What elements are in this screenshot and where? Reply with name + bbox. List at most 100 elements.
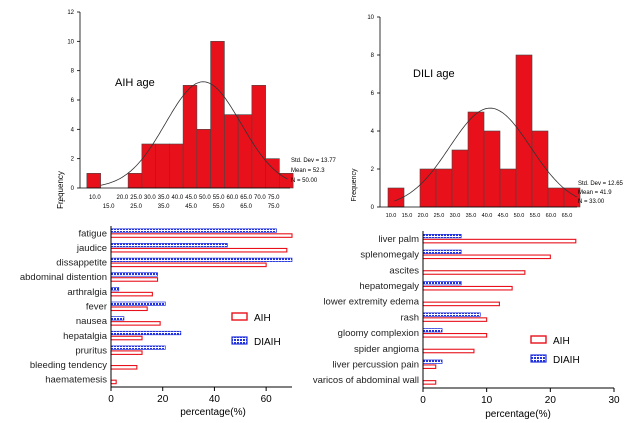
x-tick-label: 50.0 xyxy=(199,195,211,201)
x-tick-label: 40 xyxy=(209,394,221,405)
histogram-bar xyxy=(196,129,211,189)
histogram-bar xyxy=(182,85,198,189)
y-tick-label: 10 xyxy=(367,15,374,21)
dili-hist-ylabel: Frequency xyxy=(351,168,358,202)
dili-hist-stat-sd: Std. Dev = 12.65 xyxy=(578,181,624,187)
histogram-bar xyxy=(435,168,453,208)
legend-label-aih: AIH xyxy=(553,336,570,347)
histogram-bar xyxy=(251,85,266,189)
x-tick-label: 40.0 xyxy=(482,213,493,219)
dili-bar-xlabel: percentage(%) xyxy=(485,409,551,420)
aih-hist-normal-curve xyxy=(100,81,288,186)
legend-swatch-aih xyxy=(231,312,248,321)
histogram-bar xyxy=(127,173,143,189)
y-tick-label: 0 xyxy=(71,186,75,192)
histogram-bar xyxy=(169,143,184,189)
category-label: rash xyxy=(401,312,419,323)
category-label: fever xyxy=(86,302,107,313)
x-tick-label: 55.0 xyxy=(213,204,225,210)
bar-aih xyxy=(422,301,500,307)
aih-bar-legend: AIH DIAIH xyxy=(231,312,281,348)
bar-aih xyxy=(110,350,143,355)
aih-symptom-bar-chart: fatigue jaudice dissappetite abdominal dist… xyxy=(20,226,293,418)
category-label: dissappetite xyxy=(56,258,107,269)
dili-hist-normal-curve xyxy=(394,107,577,202)
bar-aih xyxy=(422,285,513,291)
category-label: ascites xyxy=(389,265,419,276)
bar-aih xyxy=(422,348,475,354)
bar-diaih xyxy=(110,287,120,292)
bar-diaih xyxy=(110,272,158,277)
x-tick-label: 10.0 xyxy=(386,213,397,219)
aih-hist-ylabel: Frequency xyxy=(56,171,65,209)
x-tick-label: 0 xyxy=(420,395,426,406)
aih-symptom-bars xyxy=(110,228,293,385)
x-tick-label: 60.0 xyxy=(227,195,239,201)
histogram-bar xyxy=(483,130,501,208)
category-label: hepatomegaly xyxy=(359,281,419,292)
x-tick-label: 35.0 xyxy=(158,204,170,210)
bar-diaih xyxy=(110,228,277,233)
x-tick-label: 15.0 xyxy=(402,213,413,219)
x-tick-label: 50.0 xyxy=(514,213,525,219)
x-tick-label: 55.0 xyxy=(530,213,541,219)
x-tick-label: 30.0 xyxy=(450,213,461,219)
legend-label-diaih: DIAIH xyxy=(254,337,281,348)
category-label: splenomegaly xyxy=(360,250,419,261)
category-label: hepatalgia xyxy=(63,331,108,342)
histogram-bar xyxy=(547,187,565,208)
bar-aih xyxy=(422,364,437,370)
histogram-bar xyxy=(515,54,533,208)
y-tick-label: 8 xyxy=(371,53,375,59)
y-tick-label: 12 xyxy=(67,10,74,16)
x-tick-label: 70.0 xyxy=(254,195,266,201)
x-tick-label: 25.0 xyxy=(130,204,142,210)
bar-diaih xyxy=(110,243,228,248)
y-tick-label: 6 xyxy=(371,91,375,97)
bar-diaih xyxy=(422,359,443,364)
aih-hist-y-ticks: 0 2 4 6 8 10 12 xyxy=(67,10,80,192)
category-label: bleeding tendency xyxy=(30,360,107,371)
bar-aih xyxy=(422,238,577,244)
aih-hist-x-ticks-upper: 10.0 20.0 25.0 30.0 35.0 40.0 45.0 50.0 55.0 60.0… xyxy=(89,195,280,201)
bar-diaih xyxy=(422,234,462,239)
bar-aih xyxy=(110,364,138,370)
bar-aih xyxy=(110,321,161,326)
bar-diaih xyxy=(422,249,462,254)
histogram-bar xyxy=(86,173,101,189)
dili-hist-x-ticks: 10.0 15.0 20.0 25.0 30.0 35.0 40.0 45.0 50.0 55.0… xyxy=(386,213,573,219)
y-tick-label: 2 xyxy=(371,167,375,173)
histogram-bar xyxy=(451,149,469,208)
bar-aih xyxy=(110,379,117,385)
dili-hist-stat-n: N = 33.00 xyxy=(578,199,605,205)
aih-age-histogram: Frequency 0 2 4 6 8 10 12 10.0 20.0 25.0 30.0 35.0… xyxy=(56,10,337,210)
bar-diaih xyxy=(110,330,182,336)
dili-hist-bars xyxy=(387,54,581,208)
dili-sign-bar-chart: liver palm splenomegaly ascites hepatomegal… xyxy=(313,231,620,420)
x-tick-label: 60.0 xyxy=(546,213,557,219)
category-label: lower extremity edema xyxy=(323,297,419,308)
x-tick-label: 25.0 xyxy=(434,213,445,219)
legend-label-aih: AIH xyxy=(254,313,271,324)
x-tick-label: 65.0 xyxy=(240,195,252,201)
legend-swatch-aih xyxy=(530,335,547,344)
x-tick-label: 10.0 xyxy=(89,195,101,201)
bar-aih xyxy=(422,332,488,338)
histogram-bar xyxy=(419,168,437,208)
histogram-bar xyxy=(155,143,170,189)
category-label: abdominal distention xyxy=(20,272,107,283)
category-label: pruritus xyxy=(75,345,107,356)
aih-hist-title: AIH age xyxy=(115,77,155,89)
y-tick-label: 10 xyxy=(67,39,74,45)
histogram-bar xyxy=(224,114,239,189)
x-tick-label: 35.0 xyxy=(466,213,477,219)
y-tick-label: 6 xyxy=(71,98,75,104)
x-tick-label: 75.0 xyxy=(268,204,280,210)
aih-hist-stat-n: N = 50.00 xyxy=(291,178,318,184)
bar-aih xyxy=(422,270,526,275)
x-tick-label: 20 xyxy=(545,395,557,406)
x-tick-label: 45.0 xyxy=(498,213,509,219)
x-tick-label: 75.0 xyxy=(268,195,280,201)
x-tick-label: 10 xyxy=(481,395,493,406)
bar-aih xyxy=(110,306,148,312)
